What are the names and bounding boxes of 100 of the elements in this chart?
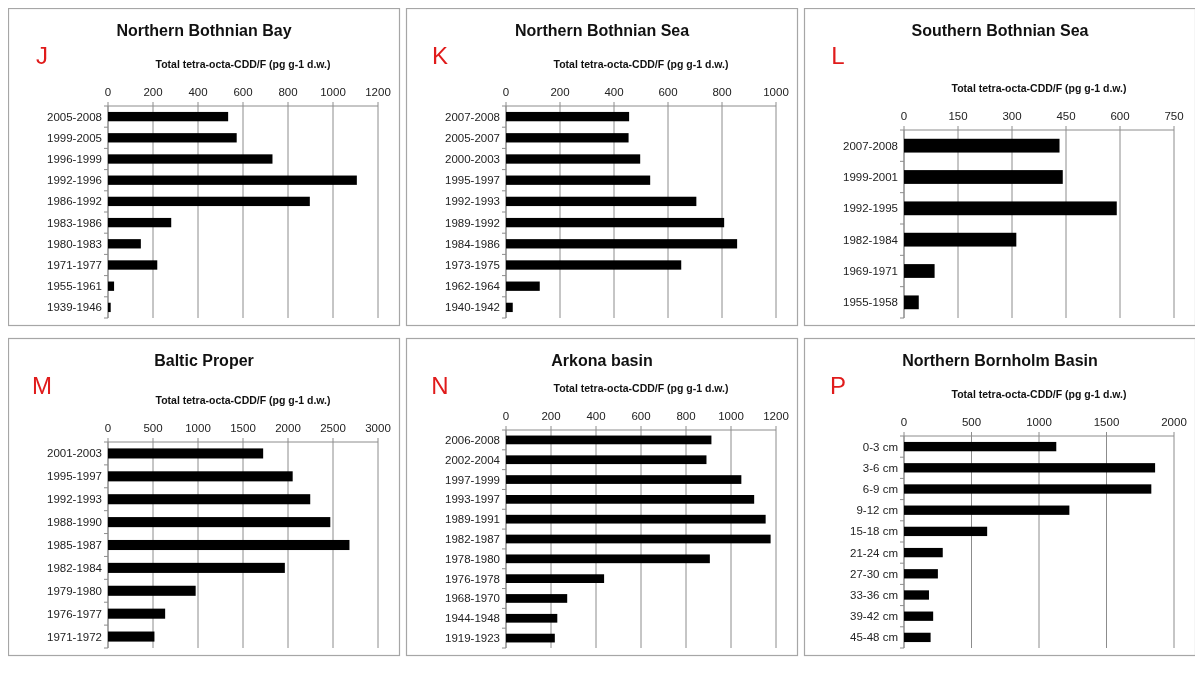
bar <box>506 196 697 207</box>
x-tick-label: 1500 <box>230 422 256 434</box>
y-tick-label: 1982-1984 <box>47 561 103 574</box>
bar <box>904 463 1156 473</box>
y-tick-label: 2000-2003 <box>445 153 500 165</box>
bar <box>506 574 605 583</box>
bar <box>904 569 938 579</box>
x-tick-label: 1000 <box>763 86 789 98</box>
bar <box>506 133 629 143</box>
bar <box>506 111 630 122</box>
y-tick-label: 1992-1993 <box>445 195 500 208</box>
x-tick-label: 200 <box>550 86 570 98</box>
chart-title: Northern Bornholm Basin <box>902 352 1098 369</box>
x-tick-label: 0 <box>502 86 510 98</box>
bar <box>108 585 196 596</box>
text: L <box>831 42 845 69</box>
y-tick-label: 1985-1987 <box>47 539 102 551</box>
x-tick-label: 2000 <box>275 422 301 434</box>
bar <box>506 455 707 465</box>
x-axis-title: Total tetra-octa-CDD/F (pg g-1 d.w.) <box>553 58 729 70</box>
text: P <box>829 372 847 399</box>
x-tick-label: 200 <box>143 86 163 98</box>
bar <box>108 302 111 313</box>
y-tick-label: 2001-2003 <box>47 447 102 460</box>
bar <box>108 517 331 528</box>
bar <box>108 196 310 207</box>
x-tick-label: 2000 <box>1161 416 1187 428</box>
y-tick-label: 1984-1986 <box>445 237 500 250</box>
bar <box>506 239 738 249</box>
y-tick-label: 2007-2008 <box>445 110 500 123</box>
bar <box>108 448 264 459</box>
x-tick-label: 0 <box>104 86 112 98</box>
x-tick-label: 600 <box>233 86 253 98</box>
bar <box>506 281 540 291</box>
bar <box>108 631 155 642</box>
y-tick-label: 1996-1999 <box>47 153 102 165</box>
y-tick-label: 1995-1997 <box>47 470 102 483</box>
text: K <box>431 42 449 69</box>
chart-title: Arkona basin <box>551 352 653 369</box>
bar <box>904 611 934 621</box>
x-tick-label: 800 <box>712 86 732 98</box>
y-tick-label: 1989-1992 <box>445 216 500 229</box>
x-tick-label: 400 <box>586 410 606 422</box>
x-tick-label: 600 <box>631 410 651 422</box>
bar <box>108 239 141 249</box>
x-axis-title: Total tetra-octa-CDD/F (pg g-1 d.w.) <box>951 388 1127 400</box>
y-tick-label: 1992-1993 <box>47 493 102 506</box>
y-tick-label: 39-42 cm <box>850 610 898 623</box>
x-tick-label: 400 <box>188 86 208 98</box>
x-tick-label: 800 <box>278 86 298 98</box>
x-tick-label: 1500 <box>1093 416 1120 428</box>
y-tick-label: 1979-1980 <box>47 584 102 597</box>
bar <box>904 632 931 643</box>
x-tick-label: 1000 <box>185 422 211 434</box>
x-axis-title: Total tetra-octa-CDD/F (pg g-1 d.w.) <box>155 58 331 70</box>
bar <box>506 554 710 564</box>
x-tick-label: 3000 <box>365 422 391 434</box>
bar <box>506 613 558 623</box>
y-tick-label: 1969-1971 <box>843 265 898 277</box>
bar <box>108 111 229 122</box>
y-tick-label: 0-3 cm <box>862 440 898 453</box>
x-tick-label: 750 <box>1164 110 1184 122</box>
y-tick-label: 1986-1992 <box>47 195 102 208</box>
bar <box>506 435 712 445</box>
y-tick-label: 1973-1975 <box>445 259 500 271</box>
bar <box>904 138 1060 153</box>
bar <box>108 175 357 185</box>
bar <box>904 441 1057 452</box>
x-tick-label: 500 <box>961 416 982 428</box>
y-tick-label: 1955-1958 <box>843 296 898 309</box>
x-tick-label: 0 <box>900 110 908 122</box>
y-tick-label: 1982-1987 <box>445 533 500 545</box>
x-tick-label: 1000 <box>718 410 744 422</box>
y-tick-label: 1980-1983 <box>47 237 102 250</box>
bar <box>904 264 935 278</box>
chart-title: Northern Bothnian Sea <box>514 22 690 39</box>
bar <box>108 281 115 291</box>
x-tick-label: 400 <box>604 86 624 98</box>
x-tick-label: 1000 <box>1026 416 1052 428</box>
bar <box>506 594 568 603</box>
y-tick-label: 1989-1991 <box>445 513 500 526</box>
y-tick-label: 1976-1977 <box>47 607 102 620</box>
x-axis-title: Total tetra-octa-CDD/F (pg g-1 d.w.) <box>553 382 729 394</box>
x-tick-label: 800 <box>676 410 696 422</box>
x-tick-label: 600 <box>1110 110 1130 122</box>
x-tick-label: 0 <box>502 410 510 422</box>
y-tick-label: 1940-1942 <box>445 301 500 314</box>
bar <box>108 608 166 619</box>
y-tick-label: 3-6 cm <box>862 461 898 474</box>
text: J <box>36 42 48 69</box>
bar <box>108 494 311 505</box>
y-tick-label: 1976-1978 <box>445 572 500 585</box>
y-tick-label: 2006-2008 <box>445 433 500 446</box>
y-tick-label: 2002-2004 <box>445 453 501 466</box>
y-tick-label: 1993-1997 <box>445 493 500 506</box>
x-tick-label: 150 <box>948 110 968 122</box>
chart-title: Baltic Proper <box>154 352 254 369</box>
bar <box>506 217 725 228</box>
text: N <box>431 372 449 399</box>
y-tick-label: 1982-1984 <box>843 233 899 246</box>
